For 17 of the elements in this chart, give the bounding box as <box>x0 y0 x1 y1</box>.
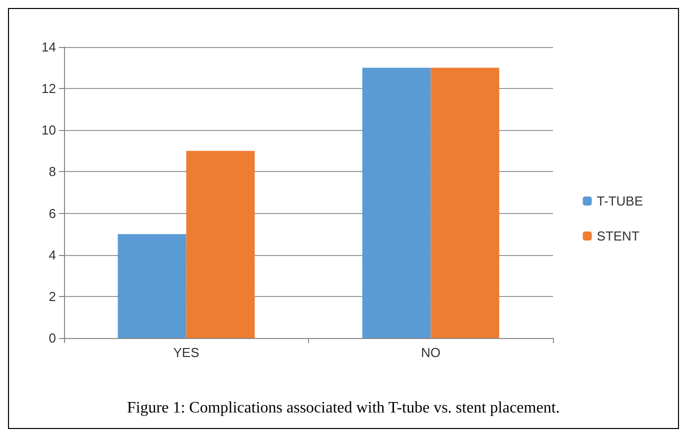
legend-label: T-TUBE <box>596 194 644 208</box>
y-tick-label: 14 <box>42 40 56 54</box>
x-tick-label: YES <box>173 345 200 360</box>
x-tick-label: NO <box>421 345 440 360</box>
bar <box>362 68 431 338</box>
y-tick-label: 4 <box>48 247 56 262</box>
y-tick-label: 2 <box>48 288 56 304</box>
y-tick-label: 10 <box>42 122 56 138</box>
y-tick-label: 6 <box>48 206 56 221</box>
legend-label: STENT <box>596 228 640 244</box>
bar <box>186 150 255 338</box>
y-tick-label: 0 <box>48 330 56 346</box>
y-tick-label: 12 <box>42 81 56 96</box>
y-tick-label: 8 <box>48 164 56 180</box>
bar <box>118 234 186 338</box>
caption: Figure 1: Complications associated with T-tube vs. stent placement. <box>126 400 560 416</box>
bar <box>430 68 500 338</box>
